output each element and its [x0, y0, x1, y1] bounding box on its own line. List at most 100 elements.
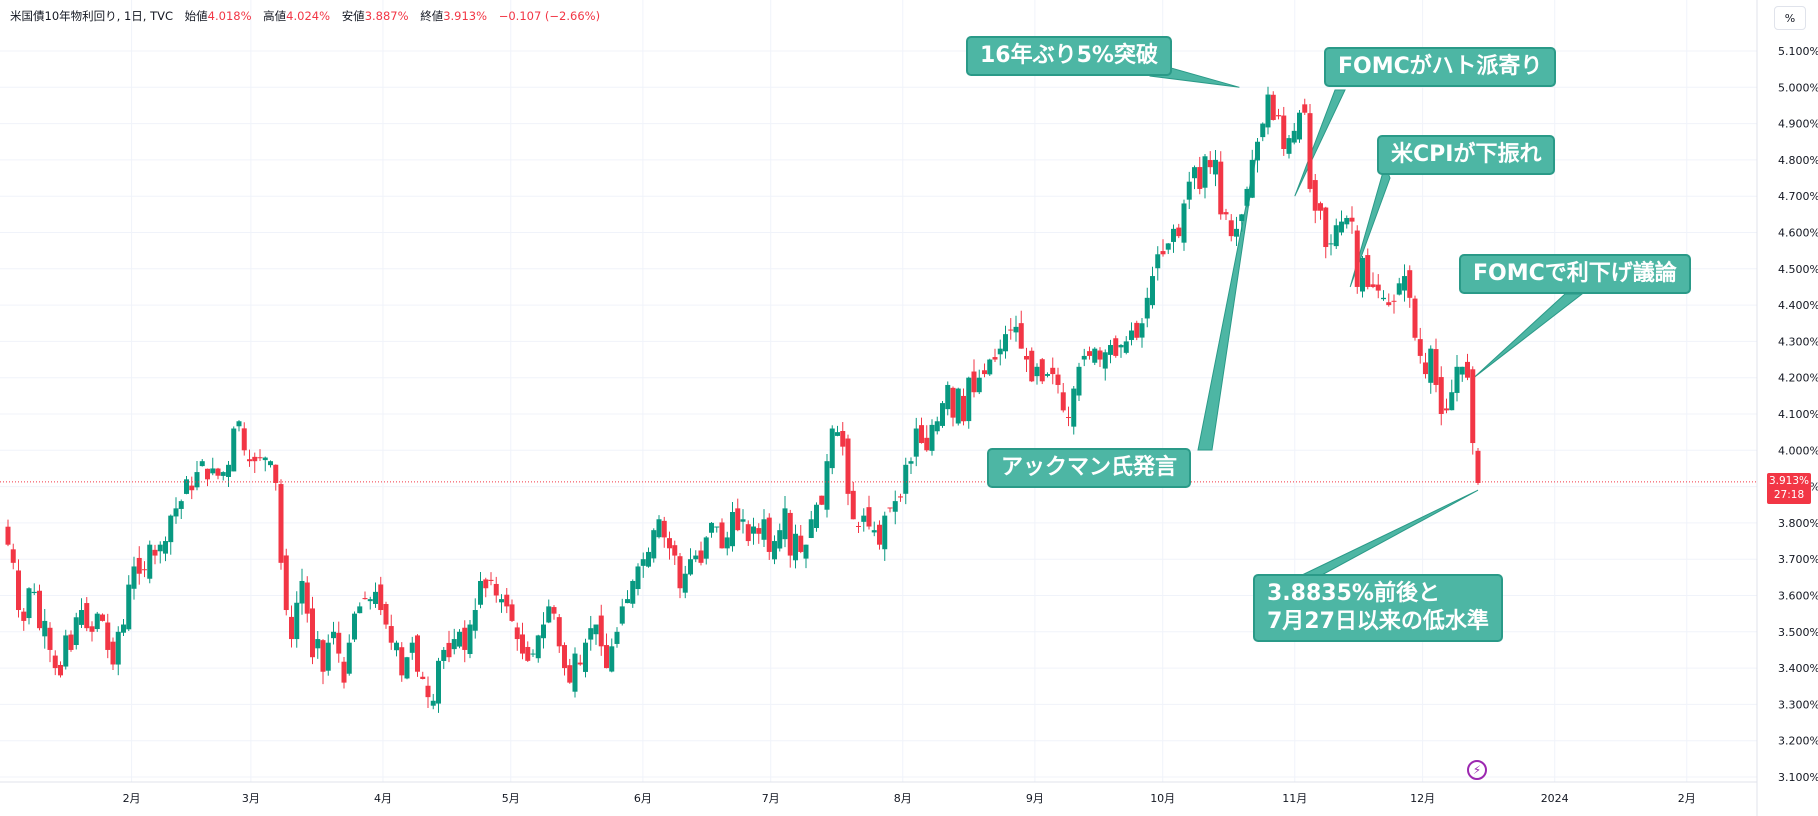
candle-body [320, 640, 326, 672]
last-price-tag: 3.913% 27:18 [1767, 473, 1811, 504]
candle-body [661, 520, 667, 538]
candle-body [262, 457, 268, 461]
candle-body [89, 626, 95, 632]
y-tick-label: 4.800% [1778, 154, 1818, 167]
candle-body [1113, 338, 1119, 356]
annotation-ackman: アックマン氏発言 [987, 448, 1192, 489]
candle-body [357, 606, 363, 614]
candle-body [446, 642, 452, 658]
candle-body [777, 530, 783, 549]
symbol-header: 米国債10年物利回り, 1日, TVC 始値4.018% 高値4.024% 安値… [10, 8, 600, 24]
candle-body [1454, 366, 1460, 393]
candle-body [1260, 123, 1266, 138]
candle-body [136, 557, 142, 574]
candle-body [1344, 217, 1350, 225]
x-tick-label: 12月 [1410, 792, 1435, 805]
candle-body [1360, 257, 1365, 292]
candle-body [404, 657, 410, 679]
candle-body [247, 459, 252, 462]
y-tick-label: 3.800% [1778, 517, 1818, 530]
candle-body [1171, 228, 1176, 242]
x-tick-label: 3月 [242, 792, 260, 805]
candle-body [971, 371, 977, 393]
candle-body [373, 591, 378, 604]
candle-body [325, 642, 331, 671]
open-label: 始値 [184, 9, 208, 23]
candle-body [808, 519, 814, 538]
annotation-leader [1299, 489, 1479, 577]
candle-body [346, 642, 352, 674]
candle-body [1066, 417, 1071, 419]
candle-body [294, 602, 300, 640]
candle-body [940, 403, 945, 426]
candle-body [824, 461, 830, 510]
candle-body [252, 456, 258, 462]
candle-body [688, 559, 693, 575]
percent-scale-button[interactable]: % [1774, 6, 1806, 30]
candle-body [562, 645, 567, 669]
candle-body [1160, 251, 1166, 255]
lightning-icon[interactable]: ⚡ [1467, 760, 1487, 780]
candle-body [583, 642, 588, 672]
candle-body [1265, 94, 1271, 128]
candle-body [430, 700, 436, 706]
price-axis: 3.100% 3.200% 3.300% 3.400% 3.500% 3.600% 3.70… [1778, 45, 1818, 784]
candle-body [682, 573, 688, 593]
x-tick-label: 5月 [502, 792, 520, 805]
candle-body [47, 627, 53, 650]
candle-body [892, 501, 898, 512]
candle-body [1218, 161, 1224, 215]
candle-body [1255, 141, 1260, 161]
candle-body [1386, 302, 1392, 306]
candle-body [399, 647, 405, 676]
x-tick-label: 2024 [1541, 792, 1569, 805]
candle-body [619, 606, 625, 624]
candle-body [1155, 254, 1161, 269]
candle-body [945, 384, 951, 410]
candle-body [409, 642, 415, 653]
candle-body [425, 685, 431, 698]
candle-body [105, 622, 111, 650]
candle-body [31, 591, 37, 594]
candle-body [850, 490, 856, 520]
candle-body [924, 437, 930, 451]
candle-body [1281, 115, 1287, 150]
candle-body [100, 614, 105, 621]
candle-body [1234, 228, 1239, 237]
candle-body [504, 594, 510, 607]
candle-body [1449, 392, 1455, 411]
candle-body [472, 610, 478, 631]
high-value: 4.024% [286, 9, 331, 23]
candle-body [1076, 366, 1082, 396]
candle-body [1034, 366, 1040, 377]
candle-body [530, 653, 536, 655]
candle-body [1433, 349, 1439, 385]
candle-body [1123, 341, 1129, 353]
candle-body [625, 599, 630, 604]
candle-body [331, 631, 336, 639]
y-tick-label: 4.200% [1778, 372, 1818, 385]
candle-body [1150, 276, 1155, 306]
candle-body [478, 580, 483, 605]
last-price-value: 3.913% [1768, 475, 1810, 488]
high-label: 高値 [263, 9, 287, 23]
candle-body [1181, 203, 1187, 243]
candle-body [215, 468, 221, 476]
candle-body [556, 617, 562, 647]
x-tick-label: 2月 [1678, 792, 1696, 805]
candle-body [787, 512, 793, 556]
candle-body [992, 357, 998, 360]
y-tick-label: 3.700% [1778, 553, 1818, 566]
candle-body [1465, 361, 1470, 378]
candle-body [1270, 94, 1276, 120]
candle-body [131, 566, 137, 589]
candle-body [1239, 214, 1245, 222]
candle-body [1459, 366, 1465, 375]
x-tick-label: 11月 [1282, 792, 1307, 805]
y-tick-label: 4.000% [1778, 444, 1818, 457]
candle-body [887, 507, 893, 509]
candle-body [37, 590, 42, 629]
candle-body [415, 635, 420, 672]
candle-body [268, 461, 273, 466]
candle-body [672, 545, 678, 556]
